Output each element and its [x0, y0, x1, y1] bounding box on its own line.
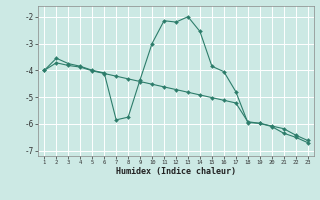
X-axis label: Humidex (Indice chaleur): Humidex (Indice chaleur)	[116, 167, 236, 176]
